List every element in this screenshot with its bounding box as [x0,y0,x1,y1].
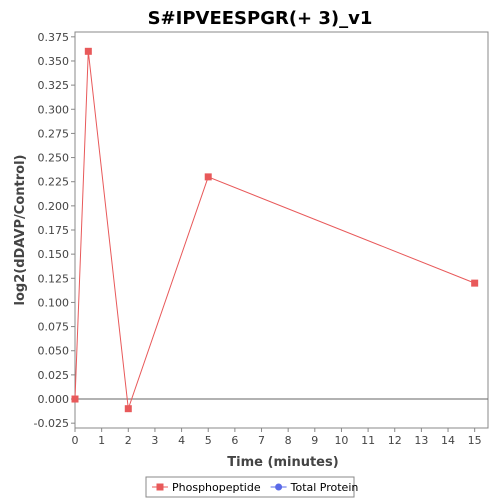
y-tick-label: 0.300 [38,103,70,116]
x-tick-label: 13 [414,434,428,447]
x-tick-label: 14 [441,434,455,447]
data-point [204,173,212,181]
y-tick-label: 0.250 [38,152,70,165]
x-tick-label: 15 [468,434,482,447]
legend-swatch-marker [156,483,164,491]
x-tick-label: 0 [72,434,79,447]
plot-background [74,31,489,429]
data-point [471,279,479,287]
x-tick-label: 12 [388,434,402,447]
x-tick-label: 6 [231,434,238,447]
x-tick-label: 2 [125,434,132,447]
y-tick-label: 0.200 [38,200,70,213]
y-tick-label: 0.025 [38,369,70,382]
y-tick-label: 0.375 [38,31,70,44]
y-tick-label: 0.075 [38,321,70,334]
plot-area: -0.025 0.000 0.025 0.050 0.075 0.100 0.125 0.15… [34,31,489,447]
y-axis-label: log2(dDAVP/Control) [13,155,28,306]
y-tick-label: 0.325 [38,79,70,92]
x-tick-label: 5 [205,434,212,447]
x-tick-label: 10 [334,434,348,447]
x-tick-label: 4 [178,434,185,447]
x-axis-label: Time (minutes) [227,455,338,470]
x-tick-label: 7 [258,434,265,447]
data-point [71,395,79,403]
legend-label: Phosphopeptide [172,481,261,494]
y-tick-label: 0.000 [38,393,70,406]
x-tick-label: 8 [285,434,292,447]
y-tick-label: -0.025 [34,417,69,430]
y-tick-label: 0.350 [38,55,70,68]
legend-label: Total Protein [290,481,359,494]
chart-title: S#IPVEESPGR(+ 3)_v1 [148,8,373,29]
y-tick-label: 0.050 [38,345,70,358]
x-tick-label: 3 [151,434,158,447]
y-tick-label: 0.175 [38,224,70,237]
data-point [124,405,132,413]
x-tick-label: 1 [98,434,105,447]
x-tick-label: 11 [361,434,375,447]
y-tick-label: 0.225 [38,176,70,189]
y-tick-label: 0.275 [38,127,70,140]
legend: Phosphopeptide Total Protein [145,476,359,498]
x-tick-label: 9 [311,434,318,447]
y-tick-label: 0.125 [38,272,70,285]
y-tick-label: 0.150 [38,248,70,261]
data-point [84,47,92,55]
legend-swatch-marker [275,483,283,491]
y-tick-label: 0.100 [38,296,70,309]
legend-box [145,476,355,498]
